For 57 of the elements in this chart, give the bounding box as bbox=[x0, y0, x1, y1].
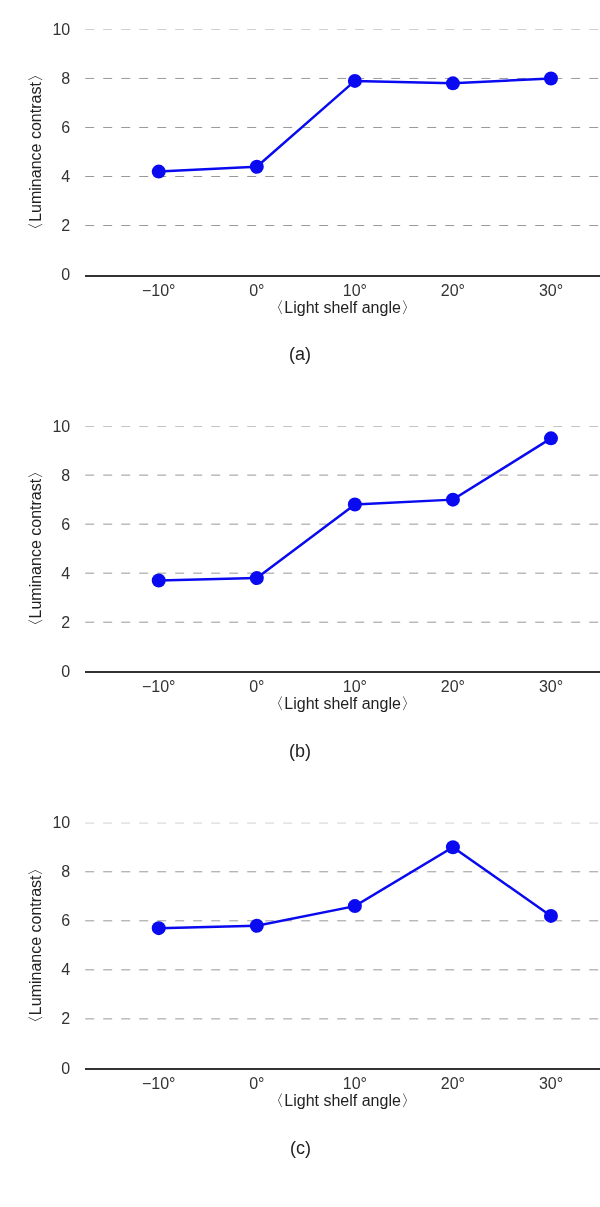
text: (c) bbox=[290, 1138, 311, 1158]
x-tick-label: 20° bbox=[440, 678, 466, 696]
x-tick-label: 30° bbox=[538, 1074, 564, 1092]
x-axis-title: 〈Light shelf angle〉 bbox=[268, 695, 417, 713]
x-tick-label: 10° bbox=[342, 1074, 367, 1092]
x-tick-label: 0° bbox=[249, 1074, 265, 1092]
y-tick-label: 2 bbox=[61, 217, 71, 235]
x-tick-label: 0° bbox=[249, 281, 265, 299]
point bbox=[347, 73, 362, 88]
y-axis-title: 〈Luminance contrast〉 bbox=[27, 859, 45, 1032]
y-tick-label: 6 bbox=[61, 119, 71, 137]
y-tick-label: 0 bbox=[61, 662, 71, 680]
y-axis-title: 〈Luminance contrast〉 bbox=[27, 462, 45, 635]
point bbox=[543, 431, 558, 446]
y-tick-label: 2 bbox=[61, 1010, 71, 1028]
y-tick-label: 4 bbox=[61, 168, 71, 186]
x-tick-label: −10° bbox=[141, 1074, 176, 1092]
y-tick-label: 6 bbox=[61, 515, 71, 533]
point bbox=[347, 899, 362, 914]
x-tick-label: 30° bbox=[538, 678, 564, 696]
x-tick-label: 20° bbox=[440, 1074, 466, 1092]
x-tick-label: 0° bbox=[249, 678, 265, 696]
y-tick-label: 6 bbox=[61, 912, 71, 930]
text: (b) bbox=[289, 741, 311, 761]
point bbox=[445, 840, 460, 855]
text: (a) bbox=[289, 344, 311, 364]
x-tick-label: −10° bbox=[141, 281, 176, 299]
point bbox=[151, 164, 166, 179]
y-tick-label: 2 bbox=[61, 613, 71, 631]
point bbox=[445, 492, 460, 507]
point bbox=[347, 497, 362, 512]
point bbox=[543, 908, 558, 923]
y-tick-label: 4 bbox=[61, 564, 71, 582]
point bbox=[249, 918, 264, 933]
point bbox=[445, 76, 460, 91]
x-tick-label: 10° bbox=[342, 678, 367, 696]
x-tick-label: −10° bbox=[141, 678, 176, 696]
y-tick-label: 8 bbox=[61, 70, 71, 88]
y-tick-label: 8 bbox=[61, 863, 71, 881]
y-tick-label: 8 bbox=[61, 466, 71, 484]
y-tick-label: 0 bbox=[61, 1059, 71, 1077]
point bbox=[249, 159, 264, 174]
y-tick-label: 0 bbox=[61, 266, 71, 284]
x-tick-label: 30° bbox=[538, 281, 564, 299]
point bbox=[151, 921, 166, 936]
y-tick-label: 10 bbox=[52, 814, 71, 832]
x-axis-title: 〈Light shelf angle〉 bbox=[268, 298, 417, 316]
point bbox=[249, 571, 264, 586]
y-tick-label: 10 bbox=[52, 417, 71, 435]
x-tick-label: 10° bbox=[342, 281, 367, 299]
x-axis-title: 〈Light shelf angle〉 bbox=[268, 1092, 417, 1110]
y-tick-label: 10 bbox=[52, 21, 71, 39]
y-axis-title: 〈Luminance contrast〉 bbox=[27, 66, 45, 238]
y-tick-label: 4 bbox=[61, 961, 71, 979]
x-tick-label: 20° bbox=[440, 281, 466, 299]
point bbox=[151, 573, 166, 588]
point bbox=[543, 71, 558, 86]
